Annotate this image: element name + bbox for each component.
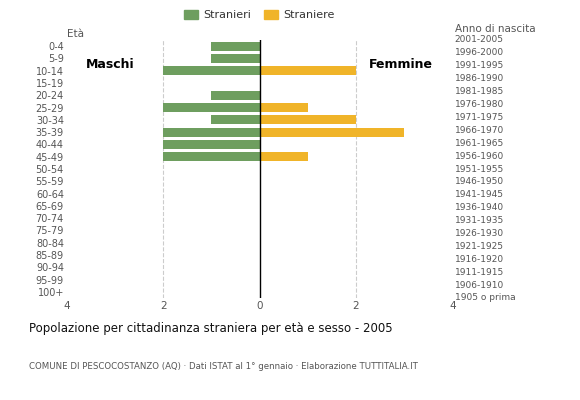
Text: Femmine: Femmine xyxy=(369,58,433,71)
Bar xyxy=(163,103,260,112)
Bar xyxy=(211,42,260,51)
Text: 1956-1960: 1956-1960 xyxy=(455,152,504,160)
Bar xyxy=(260,103,308,112)
Bar xyxy=(163,128,260,137)
Bar xyxy=(211,115,260,124)
Bar xyxy=(163,66,260,75)
Text: Anno di nascita: Anno di nascita xyxy=(455,24,535,34)
Text: Maschi: Maschi xyxy=(86,58,135,71)
Legend: Stranieri, Straniere: Stranieri, Straniere xyxy=(180,6,339,25)
Text: 1996-2000: 1996-2000 xyxy=(455,48,504,57)
Text: 1951-1955: 1951-1955 xyxy=(455,164,504,174)
Text: 2001-2005: 2001-2005 xyxy=(455,36,503,44)
Text: Età: Età xyxy=(67,29,84,39)
Bar xyxy=(260,128,404,137)
Text: 1941-1945: 1941-1945 xyxy=(455,190,503,199)
Text: 1905 o prima: 1905 o prima xyxy=(455,294,516,302)
Text: 1971-1975: 1971-1975 xyxy=(455,113,504,122)
Text: 1976-1980: 1976-1980 xyxy=(455,100,504,109)
Text: Popolazione per cittadinanza straniera per età e sesso - 2005: Popolazione per cittadinanza straniera p… xyxy=(29,322,393,335)
Bar xyxy=(260,66,356,75)
Text: 1966-1970: 1966-1970 xyxy=(455,126,504,135)
Text: 1961-1965: 1961-1965 xyxy=(455,139,504,148)
Bar xyxy=(260,115,356,124)
Text: 1991-1995: 1991-1995 xyxy=(455,61,504,70)
Text: 1921-1925: 1921-1925 xyxy=(455,242,503,251)
Bar xyxy=(211,54,260,63)
Bar xyxy=(211,91,260,100)
Text: 1931-1935: 1931-1935 xyxy=(455,216,504,225)
Bar xyxy=(163,140,260,149)
Text: COMUNE DI PESCOCOSTANZO (AQ) · Dati ISTAT al 1° gennaio · Elaborazione TUTTITALI: COMUNE DI PESCOCOSTANZO (AQ) · Dati ISTA… xyxy=(29,362,418,371)
Text: 1946-1950: 1946-1950 xyxy=(455,178,504,186)
Text: 1926-1930: 1926-1930 xyxy=(455,229,504,238)
Text: 1911-1915: 1911-1915 xyxy=(455,268,504,277)
Bar xyxy=(163,152,260,161)
Bar xyxy=(260,152,308,161)
Text: 1936-1940: 1936-1940 xyxy=(455,203,504,212)
Text: 1916-1920: 1916-1920 xyxy=(455,255,504,264)
Text: 1981-1985: 1981-1985 xyxy=(455,87,504,96)
Text: 1906-1910: 1906-1910 xyxy=(455,281,504,290)
Text: 1986-1990: 1986-1990 xyxy=(455,74,504,83)
